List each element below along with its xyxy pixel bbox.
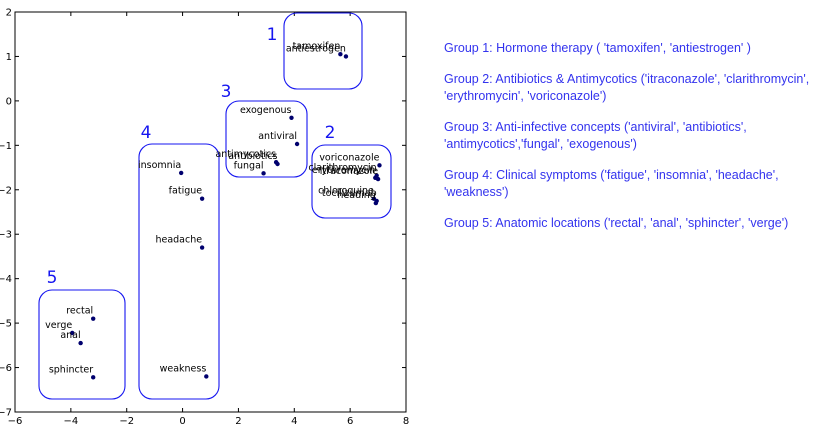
data-point (273, 160, 279, 165)
data-point (199, 245, 205, 250)
data-point (294, 141, 300, 147)
group-2-box (311, 144, 392, 219)
point-label: tamoxifen (293, 41, 341, 52)
point-label: rectal (66, 306, 93, 317)
y-tick-label: −3 (0, 230, 12, 241)
point-label: anal (60, 330, 80, 341)
y-tick-label: −2 (0, 185, 12, 196)
data-point (338, 52, 343, 57)
data-point (289, 115, 294, 120)
point-label: antimycotics (215, 149, 276, 160)
legend-group-3: Group 3: Anti-infective concepts ('antiv… (444, 120, 747, 151)
data-point (377, 163, 382, 168)
x-tick-label: 4 (291, 416, 297, 427)
data-point (91, 316, 96, 321)
x-tick-label: 2 (235, 416, 241, 427)
x-tick-label: 8 (403, 416, 409, 427)
x-tick-label: −4 (63, 416, 78, 427)
y-tick-label: −5 (0, 319, 12, 330)
y-tick-label: −7 (0, 408, 12, 419)
point-label: exogenous (240, 105, 292, 116)
point-label: voriconazole (319, 152, 379, 163)
group-3-box (225, 100, 308, 178)
point-label: heading (337, 190, 375, 201)
data-point (178, 170, 184, 176)
legend-group-4: Group 4: Clinical symptoms ('fatigue', '… (444, 168, 779, 199)
group-4-number: 4 (141, 123, 152, 143)
point-label: chloroquine (318, 186, 374, 197)
point-label: fungal (234, 160, 264, 171)
point-label: itraconazole (320, 166, 378, 177)
group-3-number: 3 (221, 82, 232, 102)
scatter-chart: −6 −4 −2 0 2 4 6 8−7−6−5−4−3−2−101212345tamoxif… (0, 8, 409, 428)
point-label: weakness (160, 363, 207, 374)
y-tick-label: −6 (0, 363, 12, 374)
data-point (373, 200, 379, 206)
data-point (261, 171, 266, 176)
y-tick-label: −4 (0, 274, 12, 285)
point-label: erythromycin (312, 165, 375, 176)
point-label: sphincter (49, 364, 93, 375)
group-5-number: 5 (47, 268, 58, 288)
point-label: tocilizumab (322, 188, 377, 199)
data-point (204, 374, 209, 379)
point-label: fatigue (169, 186, 203, 197)
data-point (78, 340, 83, 346)
point-label: headache (155, 235, 202, 246)
x-tick-label: −2 (119, 416, 134, 427)
point-label: antiviral (258, 131, 297, 142)
group-legend: Group 1: Hormone therapy ( 'tamoxifen', … (444, 40, 824, 246)
legend-group-5: Group 5: Anatomic locations ('rectal', '… (444, 216, 789, 230)
point-label: antiestrogen (286, 43, 346, 54)
point-label: insomnia (138, 160, 181, 171)
plot-frame (14, 11, 407, 413)
point-label: clarithromycin (308, 163, 376, 174)
group-5-box (38, 289, 126, 400)
y-tick-label: −1 (0, 141, 12, 152)
point-label: verge (45, 320, 72, 331)
legend-group-2: Group 2: Antibiotics & Antimycotics ('it… (444, 72, 810, 103)
y-tick-label: 1 (6, 52, 12, 63)
data-point (343, 54, 349, 59)
x-tick-label: 0 (179, 416, 185, 427)
data-point (70, 330, 75, 336)
point-label: antibiotics (228, 151, 277, 162)
x-tick-label: −6 (8, 416, 23, 427)
data-point (91, 375, 96, 380)
group-2-number: 2 (325, 123, 336, 143)
data-point (375, 176, 381, 182)
legend-group-1: Group 1: Hormone therapy ( 'tamoxifen', … (444, 41, 751, 55)
x-tick-label: 6 (347, 416, 353, 427)
group-4-box (138, 143, 220, 400)
y-tick-label: 0 (6, 96, 12, 107)
data-point (199, 196, 205, 201)
group-1-number: 1 (267, 25, 278, 45)
y-tick-label: 2 (6, 8, 12, 19)
group-1-box (283, 12, 363, 90)
